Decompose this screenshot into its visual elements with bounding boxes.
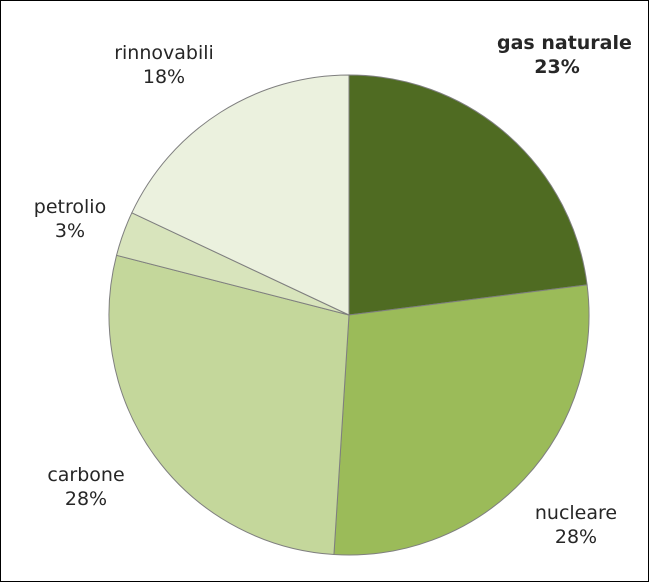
slice-label-petrolio: petrolio 3% <box>33 196 107 242</box>
pie-slice-carbone <box>108 254 350 556</box>
slice-label-nucleare: nucleare 28% <box>534 502 618 548</box>
slice-label-gas-naturale: gas naturale 23% <box>497 32 632 78</box>
pie-slice-nucleare <box>333 284 590 556</box>
slice-label-carbone: carbone 28% <box>47 464 125 510</box>
slice-label-rinnovabili: rinnovabili 18% <box>114 42 214 88</box>
pie-slice-gas-naturale <box>348 74 588 316</box>
pie-slice-rinnovabili <box>131 74 350 316</box>
